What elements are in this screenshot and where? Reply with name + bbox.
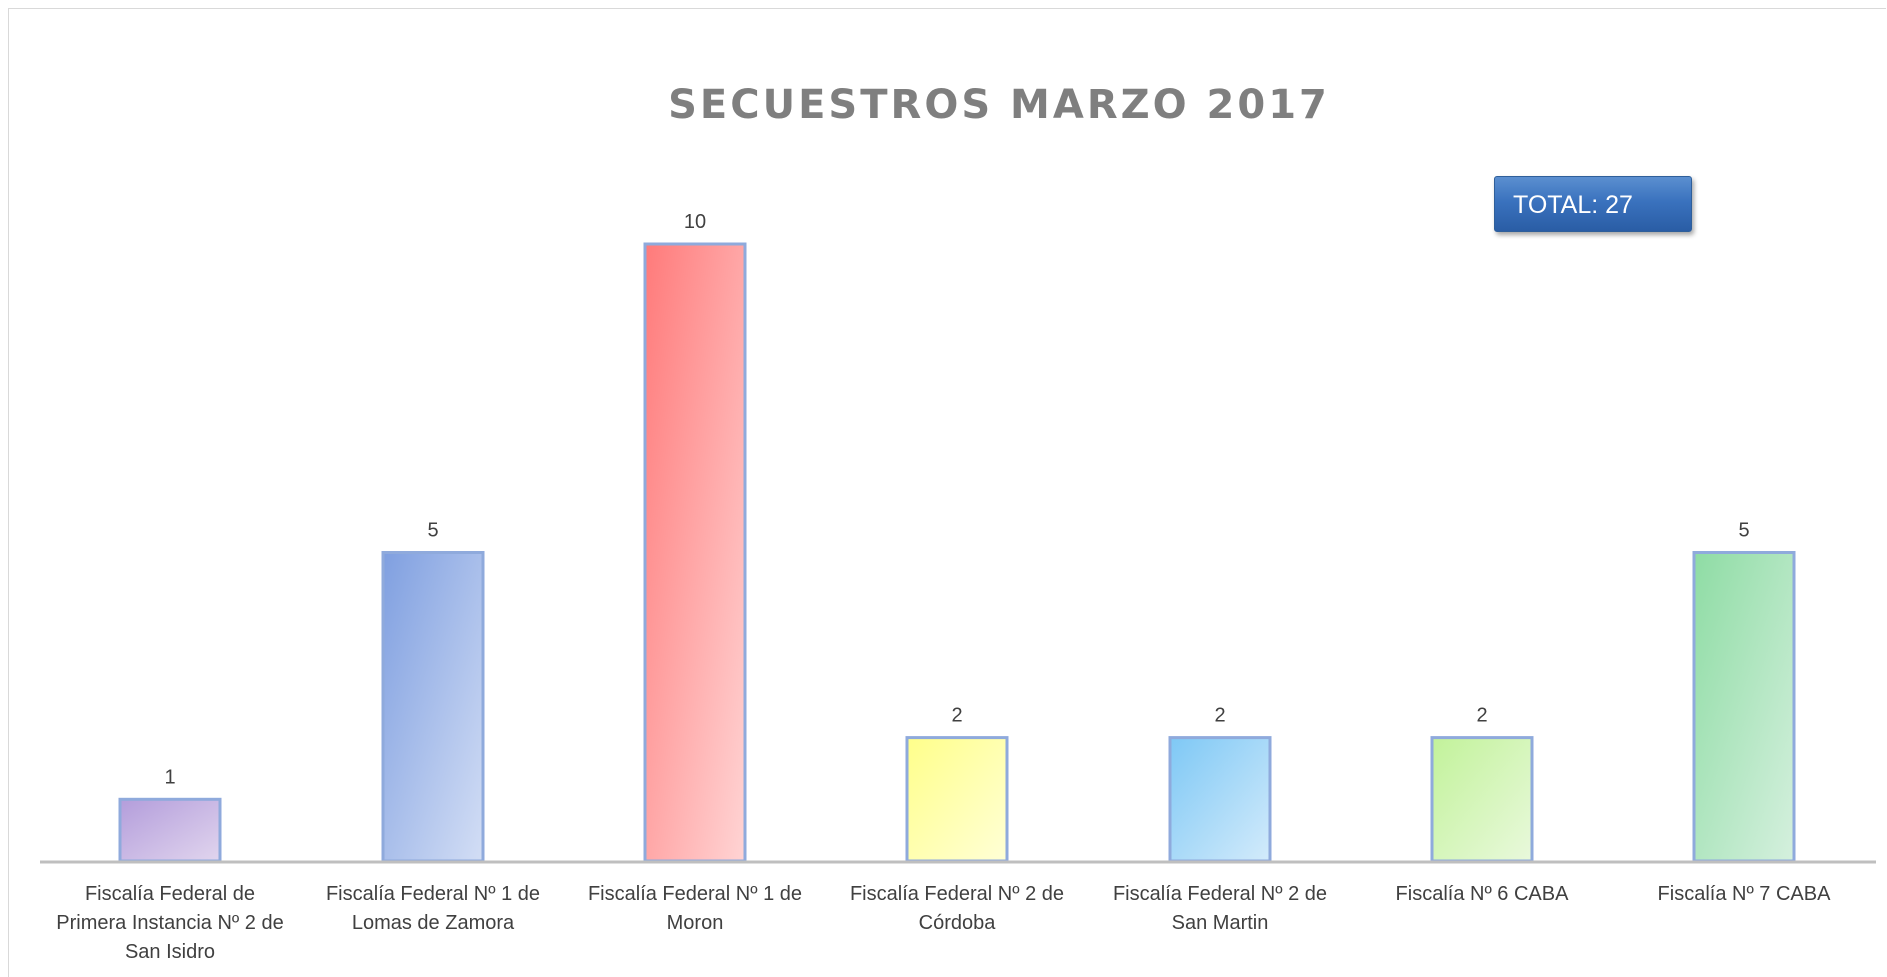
category-label-2: Fiscalía Federal Nº 1 de Lomas de Zamora xyxy=(325,883,541,934)
total-annotation-box: TOTAL: 27 xyxy=(1494,176,1692,232)
data-label-3: 10 xyxy=(684,211,706,233)
data-label-2: 5 xyxy=(427,520,438,542)
category-label-3: Fiscalía Federal Nº 1 de Moron xyxy=(587,883,803,934)
category-label-5: Fiscalía Federal Nº 2 de San Martin xyxy=(1112,883,1328,934)
bar-5 xyxy=(1168,736,1272,863)
data-label-6: 2 xyxy=(1476,705,1487,727)
bar-4 xyxy=(905,736,1009,863)
data-label-1: 1 xyxy=(164,766,175,788)
bars-group xyxy=(118,242,1796,863)
bar-7 xyxy=(1692,551,1796,863)
data-label-7: 5 xyxy=(1738,520,1749,542)
bar-2 xyxy=(381,551,485,863)
bar-6 xyxy=(1430,736,1534,863)
data-label-4: 2 xyxy=(951,705,962,727)
chart-title: SECUESTROS MARZO 2017 xyxy=(668,82,1330,128)
category-label-7: Fiscalía Nº 7 CABA xyxy=(1657,883,1831,905)
bar-1 xyxy=(118,797,222,863)
bar-3 xyxy=(643,242,747,863)
category-label-1: Fiscalía Federal de Primera Instancia Nº… xyxy=(56,883,284,963)
data-labels-group: 1 5 10 2 2 2 5 xyxy=(164,211,1749,788)
category-label-4: Fiscalía Federal Nº 2 de Córdoba xyxy=(849,883,1065,934)
category-label-6: Fiscalía Nº 6 CABA xyxy=(1395,883,1569,905)
data-label-5: 2 xyxy=(1214,705,1225,727)
